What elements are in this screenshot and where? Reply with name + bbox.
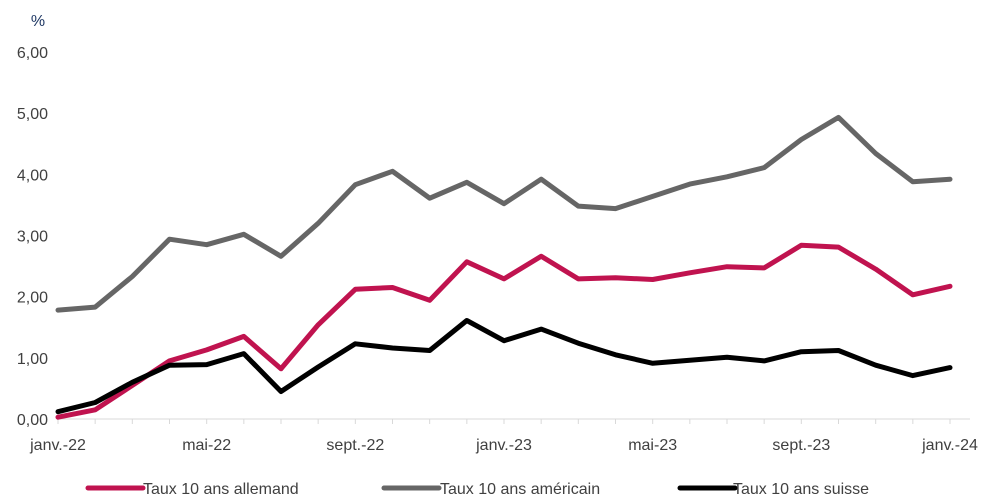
legend-label: Taux 10 ans suisse bbox=[733, 481, 869, 498]
x-tick-label: mai-22 bbox=[182, 437, 231, 454]
y-axis: % 0,00 1,00 2,00 3,00 4,00 5,00 6,00 bbox=[17, 13, 48, 429]
x-tick-label: janv.-22 bbox=[29, 437, 86, 454]
legend: Taux 10 ans allemand Taux 10 ans américai… bbox=[85, 481, 869, 498]
y-tick-label: 2,00 bbox=[17, 290, 48, 307]
y-tick-label: 1,00 bbox=[17, 351, 48, 368]
y-tick-label: 6,00 bbox=[17, 45, 48, 62]
series-line-1 bbox=[55, 114, 953, 313]
x-tick-label: sept.-23 bbox=[772, 437, 830, 454]
x-tick-label: sept.-22 bbox=[326, 437, 384, 454]
legend-label: Taux 10 ans américain bbox=[440, 481, 600, 498]
x-axis: janv.-22 mai-22 sept.-22 janv.-23 mai-23 sept… bbox=[29, 418, 978, 454]
x-tick-label: janv.-23 bbox=[475, 437, 532, 454]
x-tick-label: mai-23 bbox=[628, 437, 677, 454]
y-tick-label: 5,00 bbox=[17, 106, 48, 123]
x-tick-label: janv.-24 bbox=[921, 437, 978, 454]
series-line-2 bbox=[55, 318, 953, 415]
y-tick-label: 3,00 bbox=[17, 229, 48, 246]
y-axis-unit-label: % bbox=[31, 13, 45, 30]
y-tick-label: 0,00 bbox=[17, 412, 48, 429]
legend-label: Taux 10 ans allemand bbox=[143, 481, 299, 498]
series-layer bbox=[55, 114, 953, 420]
series-line-0 bbox=[55, 242, 953, 420]
y-tick-label: 4,00 bbox=[17, 167, 48, 184]
